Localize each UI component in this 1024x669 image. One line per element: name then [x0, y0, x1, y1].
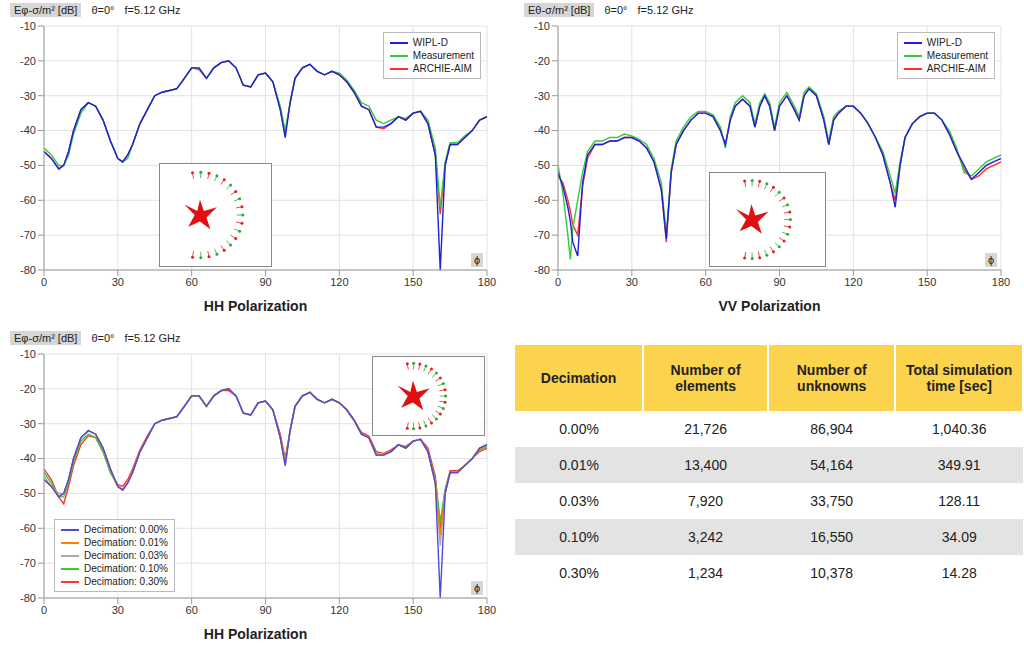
html-text:ϕ: ϕ: [474, 254, 481, 266]
svg-text:-20: -20: [20, 383, 36, 395]
svg-text:-20: -20: [20, 55, 36, 67]
html-text:HH Polarization: HH Polarization: [203, 626, 308, 642]
html-text:Eφ-σ/m² [dB]: Eφ-σ/m² [dB]: [14, 4, 78, 16]
svg-text:180: 180: [478, 276, 496, 288]
svg-text:0: 0: [41, 604, 47, 616]
html-text:16,550: 16,550: [810, 529, 854, 545]
html-text:Eθ-σ/m² [dB]: Eθ-σ/m² [dB]: [528, 4, 591, 16]
svg-text:-70: -70: [20, 229, 36, 241]
html-text:7,920: 7,920: [688, 493, 724, 509]
svg-text:-70: -70: [20, 557, 36, 569]
html-text:ϕ: ϕ: [474, 582, 481, 594]
html-text:Decimation: 0.10%: Decimation: 0.10%: [84, 563, 168, 574]
svg-text:-20: -20: [534, 55, 550, 67]
html-text:Eφ-σ/m² [dB]: Eφ-σ/m² [dB]: [14, 332, 78, 344]
svg-text:-30: -30: [20, 90, 36, 102]
svg-text:-10: -10: [20, 348, 36, 360]
html-text:0.03%: 0.03%: [559, 493, 599, 509]
html-text:14.28: 14.28: [941, 565, 977, 581]
svg-text:150: 150: [918, 276, 936, 288]
html-text:10,378: 10,378: [810, 565, 854, 581]
html-text:86,904: 86,904: [810, 421, 854, 437]
svg-text:120: 120: [844, 276, 862, 288]
svg-text:90: 90: [773, 276, 785, 288]
html-text:Measurement: Measurement: [412, 50, 474, 61]
svg-text:180: 180: [992, 276, 1010, 288]
svg-text:150: 150: [404, 276, 422, 288]
html-text:54,164: 54,164: [810, 457, 854, 473]
html-text:ARCHIE-AIM: ARCHIE-AIM: [412, 63, 472, 74]
html-text:Decimation: 0.01%: Decimation: 0.01%: [84, 537, 168, 548]
svg-text:30: 30: [626, 276, 638, 288]
html-text:HH Polarization: HH Polarization: [203, 298, 308, 314]
svg-text:-60: -60: [20, 194, 36, 206]
html-text:128.11: 128.11: [938, 493, 981, 509]
html-text:1,234: 1,234: [688, 565, 724, 581]
svg-text:90: 90: [259, 276, 271, 288]
html-text:θ=0°: θ=0°: [91, 4, 115, 16]
html-text:θ=0°: θ=0°: [604, 4, 628, 16]
svg-text:60: 60: [700, 276, 712, 288]
svg-text:-80: -80: [534, 264, 550, 276]
svg-text:60: 60: [186, 276, 198, 288]
html-text:13,400: 13,400: [684, 457, 727, 473]
html-text:WIPL-D: WIPL-D: [926, 37, 962, 48]
svg-text:-30: -30: [534, 90, 550, 102]
html-text:Decimation: Decimation: [540, 370, 617, 386]
html-text:Decimation: 0.00%: Decimation: 0.00%: [84, 524, 168, 535]
html-text:34.09: 34.09: [941, 529, 977, 545]
html-text:0.00%: 0.00%: [559, 421, 599, 437]
html-text:349.91: 349.91: [937, 457, 981, 473]
html-text:f=5.12 GHz: f=5.12 GHz: [124, 332, 181, 344]
html-text:f=5.12 GHz: f=5.12 GHz: [124, 4, 181, 16]
html-text:3,242: 3,242: [688, 529, 724, 545]
html-text:1,040.36: 1,040.36: [931, 421, 987, 437]
svg-text:120: 120: [330, 604, 348, 616]
html-text:21,726: 21,726: [684, 421, 727, 437]
svg-text:-10: -10: [534, 20, 550, 32]
html-text:0.10%: 0.10%: [559, 529, 599, 545]
svg-text:-80: -80: [20, 592, 36, 604]
svg-text:-70: -70: [534, 229, 550, 241]
svg-text:0: 0: [555, 276, 561, 288]
html-text:Number of elements: Number of elements: [670, 362, 741, 394]
html-text:VV Polarization: VV Polarization: [718, 298, 821, 314]
svg-text:120: 120: [330, 276, 348, 288]
html-text:θ=0°: θ=0°: [91, 332, 115, 344]
html-text:0.30%: 0.30%: [559, 565, 599, 581]
svg-text:60: 60: [186, 604, 198, 616]
html-text:Number of unknowns: Number of unknowns: [796, 362, 867, 394]
html-text:33,750: 33,750: [810, 493, 854, 509]
svg-text:-30: -30: [20, 418, 36, 430]
html-text:Decimation: 0.30%: Decimation: 0.30%: [84, 576, 168, 587]
html-text:ϕ: ϕ: [988, 254, 995, 266]
html-text:f=5.12 GHz: f=5.12 GHz: [637, 4, 694, 16]
html-text:ARCHIE-AIM: ARCHIE-AIM: [926, 63, 986, 74]
svg-text:-60: -60: [20, 522, 36, 534]
svg-text:30: 30: [112, 276, 124, 288]
svg-text:-10: -10: [20, 20, 36, 32]
svg-text:-50: -50: [20, 159, 36, 171]
html-text:Total simulation time [sec]: Total simulation time [sec]: [906, 362, 1013, 394]
html-text:Decimation: 0.03%: Decimation: 0.03%: [84, 550, 168, 561]
svg-text:90: 90: [259, 604, 271, 616]
svg-text:150: 150: [404, 604, 422, 616]
svg-text:-40: -40: [534, 124, 550, 136]
html-text:WIPL-D: WIPL-D: [412, 37, 448, 48]
svg-text:180: 180: [478, 604, 496, 616]
svg-text:-50: -50: [534, 159, 550, 171]
svg-text:-80: -80: [20, 264, 36, 276]
html-text:0.01%: 0.01%: [559, 457, 599, 473]
svg-text:30: 30: [112, 604, 124, 616]
svg-text:-40: -40: [20, 452, 36, 464]
svg-text:0: 0: [41, 276, 47, 288]
svg-text:-40: -40: [20, 124, 36, 136]
html-text:Measurement: Measurement: [926, 50, 988, 61]
svg-text:-60: -60: [534, 194, 550, 206]
svg-text:-50: -50: [20, 487, 36, 499]
